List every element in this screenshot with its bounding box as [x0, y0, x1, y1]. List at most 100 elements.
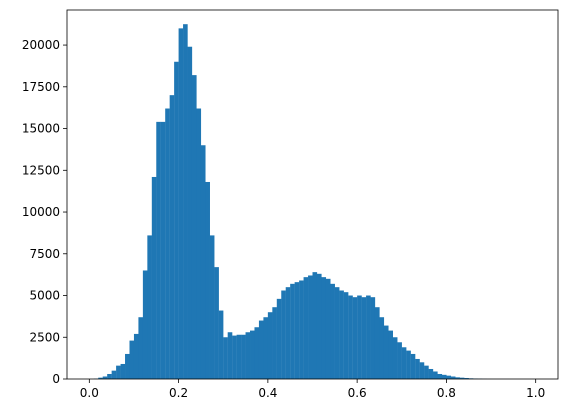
y-tick-label: 7500: [29, 247, 60, 261]
histogram-bar: [174, 61, 179, 379]
y-tick-label: 12500: [22, 163, 60, 177]
histogram-bar: [312, 272, 318, 379]
histogram-bar: [285, 287, 291, 379]
histogram-bar: [397, 342, 402, 379]
histogram-bar: [183, 24, 188, 379]
histogram-bar: [120, 363, 126, 379]
x-tick-label: 0.4: [258, 386, 277, 400]
histogram-bar: [214, 267, 219, 379]
y-tick-label: 17500: [22, 80, 60, 94]
histogram-bar: [227, 332, 233, 379]
y-tick-label: 20000: [22, 38, 60, 52]
histogram-bar: [303, 277, 309, 379]
histogram-bar: [383, 325, 389, 379]
histogram-bar: [258, 320, 264, 379]
histogram-bar: [441, 374, 447, 379]
histogram-bar: [223, 337, 228, 379]
histogram-bar: [401, 347, 407, 379]
histogram-bar: [334, 287, 340, 379]
histogram-bar: [116, 365, 121, 379]
histogram-bar: [348, 295, 353, 379]
histogram-bar: [406, 350, 411, 379]
y-tick-label: 15000: [22, 122, 60, 136]
histogram-bar: [450, 376, 456, 379]
histogram-bar: [160, 121, 166, 379]
y-tick-label: 2500: [29, 330, 60, 344]
histogram-bar: [437, 373, 443, 379]
histogram-bar: [133, 333, 139, 379]
histogram-bar: [379, 317, 385, 379]
histogram-bar: [388, 330, 393, 379]
histogram-bar: [415, 358, 420, 379]
histogram-bar: [330, 283, 335, 379]
histogram-bar: [316, 273, 322, 379]
histogram-bar: [147, 235, 152, 379]
histogram-bar: [218, 310, 224, 379]
histogram-bar: [370, 297, 376, 379]
histogram-bar: [366, 295, 371, 379]
histogram-bar: [254, 327, 260, 379]
histogram-bar: [459, 377, 465, 379]
y-tick-label: 10000: [22, 205, 60, 219]
histogram-bar: [325, 278, 331, 379]
histogram-bar: [107, 373, 112, 379]
histogram-bar: [129, 340, 135, 379]
x-tick-label: 0.6: [348, 386, 367, 400]
x-tick-label: 1.0: [526, 386, 545, 400]
histogram-bar: [455, 377, 460, 379]
histogram-bar: [299, 280, 304, 379]
y-axis-ticks: 0 2500 5000 7500 10000 12500 15000 17500 20000: [22, 38, 67, 386]
histogram-bar: [236, 334, 242, 379]
histogram-bar: [200, 145, 206, 379]
histogram-bar: [232, 335, 237, 379]
histogram-bar: [272, 307, 277, 379]
histogram-bar: [374, 307, 380, 379]
histogram-bar: [169, 95, 175, 380]
histogram-bar: [410, 353, 416, 379]
histogram-bar: [433, 371, 438, 379]
histogram-bar: [125, 353, 130, 379]
histogram-bar: [165, 108, 170, 379]
histogram-bar: [392, 337, 398, 379]
histogram-bar: [205, 181, 210, 379]
histogram-bar: [187, 46, 193, 379]
histogram-bar: [361, 297, 367, 379]
histogram-bar: [250, 330, 255, 379]
histogram-bars: [93, 24, 510, 380]
histogram-bar: [321, 277, 327, 379]
histogram-bar: [290, 283, 295, 379]
y-tick-label: 0: [52, 372, 60, 386]
histogram-bar: [138, 317, 144, 379]
histogram-bar: [428, 368, 434, 379]
histogram-bar: [102, 376, 108, 379]
histogram-bar: [424, 365, 429, 379]
histogram-bar: [339, 290, 344, 379]
histogram-bar: [241, 334, 246, 379]
histogram-bar: [352, 297, 358, 379]
x-tick-label: 0.0: [80, 386, 99, 400]
y-tick-label: 5000: [29, 289, 60, 303]
histogram-bar: [245, 332, 251, 379]
histogram-bar: [446, 375, 452, 379]
histogram-bar: [276, 298, 282, 379]
x-tick-label: 0.2: [169, 386, 188, 400]
x-axis-ticks: 0.0 0.2 0.4 0.6 0.8 1.0: [80, 379, 545, 400]
histogram-bar: [308, 275, 313, 379]
histogram-bar: [419, 362, 425, 379]
histogram-bar: [151, 176, 157, 379]
histogram-bar: [98, 377, 103, 379]
x-tick-label: 0.8: [437, 386, 456, 400]
histogram-bar: [343, 292, 349, 379]
histogram-bar: [142, 270, 148, 379]
histogram-bar: [281, 290, 286, 379]
histogram-bar: [178, 28, 184, 379]
histogram-bar: [267, 312, 273, 379]
histogram-bar: [263, 317, 269, 379]
histogram-bar: [464, 377, 469, 379]
plot-frame: [66, 9, 559, 380]
histogram-bar: [209, 235, 215, 379]
histogram-bar: [294, 282, 300, 379]
histogram-bar: [156, 121, 161, 379]
histogram-bar: [191, 75, 197, 379]
